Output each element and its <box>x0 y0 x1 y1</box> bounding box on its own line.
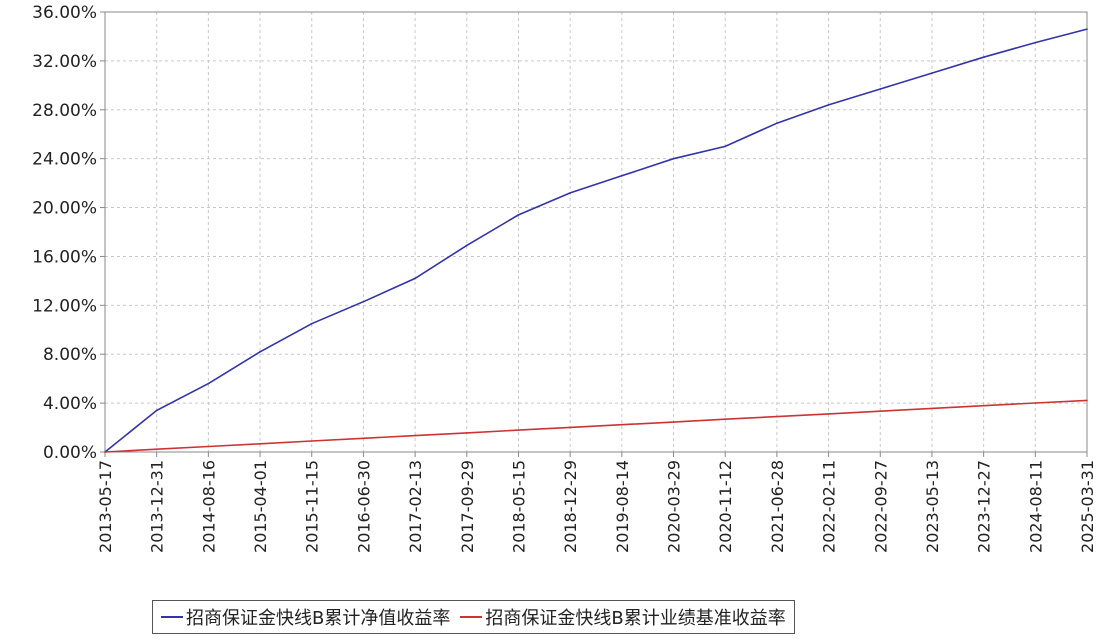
series-1-point <box>310 440 313 442</box>
series-0-point <box>931 72 933 74</box>
series-0-point <box>724 145 727 148</box>
x-tick-label: 2020-11-12 <box>716 460 735 553</box>
series-0-point <box>310 322 313 325</box>
series-0-point <box>827 104 830 106</box>
y-tick-label: 28.00% <box>32 101 97 121</box>
x-tick-label: 2015-04-01 <box>251 460 270 553</box>
legend-swatch-nav <box>161 616 183 618</box>
chart-svg: 0.00% 4.00% 8.00% 12.00% 16.00% 20.00% 24.00% 2… <box>32 3 1096 553</box>
series-0-point <box>672 157 675 160</box>
x-tick-label: 2018-05-15 <box>509 460 528 553</box>
series-1-point <box>776 415 778 418</box>
series-0-point <box>362 300 365 303</box>
series-0-point <box>465 244 468 247</box>
series-1-point <box>724 418 727 421</box>
legend-swatch-benchmark <box>460 616 483 618</box>
x-tick-label: 2017-09-29 <box>458 460 477 553</box>
plot-area <box>105 12 1087 452</box>
x-tick-label: 2019-08-14 <box>613 460 632 553</box>
x-tick-label: 2018-12-29 <box>561 460 580 553</box>
y-tick-label: 20.00% <box>32 199 97 219</box>
legend-item-nav: 招商保证金快线B累计净值收益率 <box>161 604 450 630</box>
legend-item-benchmark: 招商保证金快线B累计业绩基准收益率 <box>460 604 786 630</box>
series-1-point <box>155 448 158 450</box>
series-1-point <box>672 421 675 423</box>
series-1-point <box>259 443 261 445</box>
series-1-point <box>982 404 985 407</box>
y-tick-label: 4.00% <box>43 394 97 414</box>
series-0-point <box>155 409 158 412</box>
x-tick-label: 2013-12-31 <box>148 460 167 553</box>
x-tick-label: 2022-02-11 <box>820 460 839 553</box>
series-0-point <box>414 277 416 280</box>
x-tick-label: 2020-03-29 <box>665 460 684 553</box>
plot-frame <box>104 11 1088 453</box>
series-0-point <box>982 56 985 59</box>
x-tick-label: 2016-06-30 <box>354 460 373 553</box>
legend-label-benchmark: 招商保证金快线B累计业绩基准收益率 <box>485 608 786 629</box>
series-1-point <box>931 407 933 410</box>
series-0-point <box>1086 28 1088 30</box>
series-0-point <box>517 214 520 216</box>
x-tick-label: 2024-08-11 <box>1026 460 1045 553</box>
series-0-point <box>259 350 261 353</box>
series-1-point <box>362 437 365 440</box>
series-0-point <box>1034 41 1037 44</box>
y-tick-label: 36.00% <box>32 3 97 23</box>
y-tick-label: 12.00% <box>32 296 97 316</box>
x-tick-label: 2014-08-16 <box>199 460 218 553</box>
series-1-point <box>465 432 468 434</box>
x-tick-label: 2022-09-27 <box>871 460 890 553</box>
y-tick-label: 8.00% <box>43 345 97 365</box>
x-tick-label: 2017-02-13 <box>406 460 425 553</box>
y-tick-label: 24.00% <box>32 150 97 170</box>
series-0-point <box>776 122 778 125</box>
series-1-point <box>569 426 571 429</box>
series-1-point <box>517 429 520 431</box>
series-line-0 <box>104 28 1088 453</box>
series-1-point <box>1086 399 1088 402</box>
series-0-point <box>879 88 882 90</box>
x-tick-label: 2023-05-13 <box>923 460 942 553</box>
series-1-point <box>207 445 210 448</box>
y-tick-label: 0.00% <box>43 443 97 463</box>
series-line-1 <box>104 399 1088 453</box>
series-1-point <box>879 410 882 412</box>
y-tick-label: 32.00% <box>32 52 97 72</box>
series-1-point <box>414 434 416 437</box>
x-tick-label: 2025-03-31 <box>1078 460 1096 553</box>
y-tick-label: 16.00% <box>32 247 97 267</box>
x-tick-label: 2015-11-15 <box>303 460 322 553</box>
series-1-point <box>621 423 623 426</box>
x-tick-label: 2013-05-17 <box>96 460 115 553</box>
series-0-point <box>569 192 571 194</box>
series-1-point <box>1034 402 1037 404</box>
x-tick-label: 2023-12-27 <box>975 460 994 553</box>
x-tick-label: 2021-06-28 <box>768 460 787 553</box>
series-0-point <box>207 382 210 385</box>
series-1-point <box>827 413 830 415</box>
series-0-point <box>621 174 623 177</box>
legend: 招商保证金快线B累计净值收益率 招商保证金快线B累计业绩基准收益率 <box>152 600 795 634</box>
series-1-point <box>104 451 106 453</box>
legend-label-nav: 招商保证金快线B累计净值收益率 <box>186 608 451 629</box>
